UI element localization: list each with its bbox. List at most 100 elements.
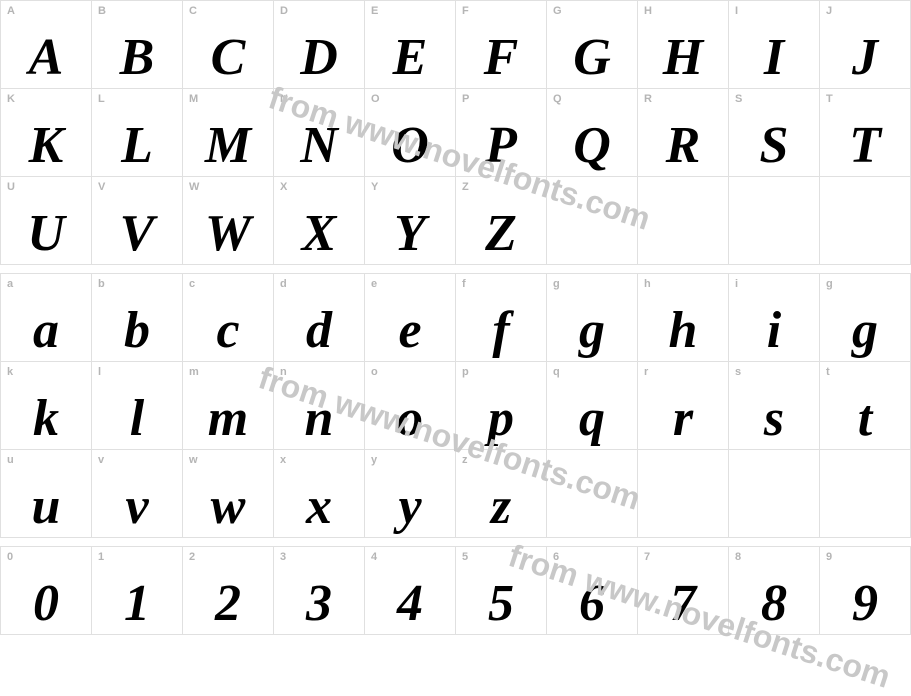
cell-label: d [280,278,287,290]
cell-label: E [371,5,378,17]
cell-glyph: g [547,305,637,357]
glyph-blocks-container: AABBCCDDEEFFGGHHIIJJKKLLMMNNOOPPQQRRSSTT… [0,0,911,635]
cell-glyph: g [820,305,910,357]
cell-glyph: C [183,32,273,84]
cell-glyph: l [92,393,182,445]
cell-glyph: 3 [274,578,364,630]
cell-label: p [462,366,469,378]
glyph-cell [638,450,729,538]
cell-glyph: 6 [547,578,637,630]
cell-glyph: Q [547,120,637,172]
glyph-cell: cc [183,274,274,362]
glyph-cell: TT [820,89,911,177]
glyph-block: 00112233445566778899 [0,546,911,635]
cell-glyph: 5 [456,578,546,630]
cell-label: Q [553,93,562,105]
cell-label: 9 [826,551,832,563]
cell-glyph: H [638,32,728,84]
cell-label: S [735,93,742,105]
glyph-cell: nn [274,362,365,450]
glyph-cell: VV [92,177,183,265]
cell-glyph: 1 [92,578,182,630]
glyph-cell: gg [820,274,911,362]
cell-glyph: 7 [638,578,728,630]
cell-label: i [735,278,738,290]
glyph-cell: 55 [456,547,547,635]
glyph-cell: HH [638,1,729,89]
cell-glyph: 4 [365,578,455,630]
cell-label: n [280,366,287,378]
cell-glyph: c [183,305,273,357]
cell-label: 5 [462,551,468,563]
cell-label: R [644,93,652,105]
cell-glyph: s [729,393,819,445]
glyph-cell: DD [274,1,365,89]
glyph-cell: tt [820,362,911,450]
cell-label: u [7,454,14,466]
glyph-cell: EE [365,1,456,89]
cell-glyph: F [456,32,546,84]
cell-glyph: k [1,393,91,445]
cell-label: g [826,278,833,290]
cell-label: f [462,278,466,290]
cell-glyph: Y [365,208,455,260]
cell-glyph: q [547,393,637,445]
cell-label: T [826,93,833,105]
cell-glyph: x [274,481,364,533]
cell-label: B [98,5,106,17]
glyph-cell: 11 [92,547,183,635]
glyph-cell: AA [1,1,92,89]
glyph-cell: 33 [274,547,365,635]
cell-glyph: b [92,305,182,357]
cell-label: Y [371,181,378,193]
cell-label: s [735,366,741,378]
glyph-cell: MM [183,89,274,177]
cell-glyph: G [547,32,637,84]
cell-glyph: X [274,208,364,260]
cell-label: 6 [553,551,559,563]
glyph-cell: mm [183,362,274,450]
glyph-cell [547,177,638,265]
cell-label: v [98,454,104,466]
cell-glyph: m [183,393,273,445]
cell-label: c [189,278,195,290]
cell-label: A [7,5,15,17]
cell-glyph: S [729,120,819,172]
glyph-grid: aabbccddeeffgghhiiggkkllmmnnooppqqrrsstt… [0,273,911,538]
cell-glyph: h [638,305,728,357]
cell-label: H [644,5,652,17]
glyph-cell: uu [1,450,92,538]
glyph-grid: AABBCCDDEEFFGGHHIIJJKKLLMMNNOOPPQQRRSSTT… [0,0,911,265]
glyph-cell: ll [92,362,183,450]
glyph-cell: 66 [547,547,638,635]
glyph-cell: zz [456,450,547,538]
cell-label: 7 [644,551,650,563]
glyph-cell: 00 [1,547,92,635]
glyph-cell: pp [456,362,547,450]
cell-glyph: N [274,120,364,172]
glyph-cell: RR [638,89,729,177]
glyph-cell: ee [365,274,456,362]
glyph-cell: NN [274,89,365,177]
cell-glyph: v [92,481,182,533]
cell-glyph: L [92,120,182,172]
glyph-cell: UU [1,177,92,265]
cell-label: h [644,278,651,290]
cell-glyph: n [274,393,364,445]
cell-label: F [462,5,469,17]
glyph-cell: 99 [820,547,911,635]
cell-glyph: T [820,120,910,172]
glyph-cell: 88 [729,547,820,635]
glyph-cell: JJ [820,1,911,89]
cell-glyph: o [365,393,455,445]
cell-glyph: i [729,305,819,357]
cell-label: 1 [98,551,104,563]
glyph-cell [547,450,638,538]
cell-label: t [826,366,830,378]
cell-label: y [371,454,377,466]
glyph-cell: 44 [365,547,456,635]
cell-glyph: 8 [729,578,819,630]
cell-glyph: d [274,305,364,357]
cell-glyph: D [274,32,364,84]
cell-glyph: u [1,481,91,533]
